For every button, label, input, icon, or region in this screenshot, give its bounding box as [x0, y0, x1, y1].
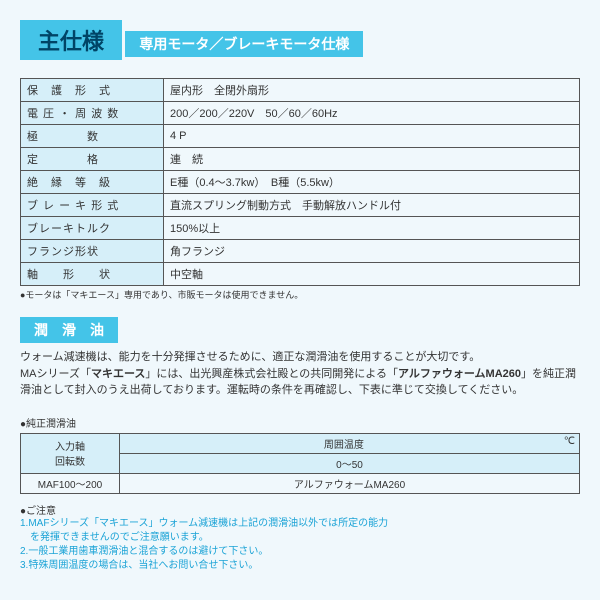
spec-value: 150%以上	[164, 217, 580, 240]
spec-label: 保 護 形 式	[21, 79, 164, 102]
spec-label: 電 圧 ・ 周 波 数	[21, 102, 164, 125]
col2a: 周囲温度	[324, 440, 364, 451]
caution-title: ●ご注意	[20, 502, 580, 517]
intro2a: MAシリーズ「	[20, 368, 91, 380]
spec-row: ブ レ ー キ 形 式直流スプリング制動方式 手動解放ハンドル付	[21, 194, 580, 217]
intro2b: マキエース	[91, 368, 145, 380]
rpm-cell: MAF100～200	[21, 473, 120, 493]
spec-value: 200／200／220V 50／60／60Hz	[164, 102, 580, 125]
spec-row: 定 格連 続	[21, 148, 580, 171]
spec-value: 連 続	[164, 148, 580, 171]
motor-spec-table: 保 護 形 式屋内形 全閉外扇形電 圧 ・ 周 波 数200／200／220V …	[20, 78, 580, 286]
caution-line: を発揮できませんのでご注意願います。	[20, 531, 580, 545]
intro2c: 」には、出光興産株式会社殿との共同開発による「	[145, 368, 398, 380]
motor-heading: 専用モータ／ブレーキモータ仕様	[125, 31, 363, 57]
spec-label: 絶 縁 等 級	[21, 171, 164, 194]
caution-list: 1.MAFシリーズ「マキエース」ウォーム減速機は上記の潤滑油以外では所定の能力 …	[20, 517, 580, 573]
temp-range: 0～50	[120, 453, 580, 473]
spec-value: 屋内形 全閉外扇形	[164, 79, 580, 102]
caution-line: 3.特殊周囲温度の場合は、当社へお問い合せ下さい。	[20, 559, 580, 573]
spec-label: フランジ形状	[21, 240, 164, 263]
page-title: 主仕様	[20, 20, 122, 60]
spec-row: ブレーキトルク150%以上	[21, 217, 580, 240]
spec-label: ブレーキトルク	[21, 217, 164, 240]
caution-line: 2.一般工業用歯車潤滑油と混合するのは避けて下さい。	[20, 545, 580, 559]
lubricant-table: 入力軸 回転数 周囲温度 ℃ 0～50 MAF100～200 アルファウォームM…	[20, 433, 580, 494]
spec-row: フランジ形状角フランジ	[21, 240, 580, 263]
spec-value: 中空軸	[164, 263, 580, 286]
lubricant-table-label: ●純正潤滑油	[20, 415, 580, 430]
col1b: 回転数	[55, 457, 85, 468]
intro-line1: ウォーム減速機は、能力を十分発揮させるために、適正な潤滑油を使用することが大切で…	[20, 351, 480, 363]
spec-label: 定 格	[21, 148, 164, 171]
oil-cell: アルファウォームMA260	[120, 473, 580, 493]
col1a: 入力軸	[55, 442, 85, 453]
spec-value: 直流スプリング制動方式 手動解放ハンドル付	[164, 194, 580, 217]
spec-row: 電 圧 ・ 周 波 数200／200／220V 50／60／60Hz	[21, 102, 580, 125]
spec-label: 極 数	[21, 125, 164, 148]
spec-row: 保 護 形 式屋内形 全閉外扇形	[21, 79, 580, 102]
spec-value: 4 P	[164, 125, 580, 148]
spec-row: 極 数4 P	[21, 125, 580, 148]
lubricant-intro: ウォーム減速機は、能力を十分発揮させるために、適正な潤滑油を使用することが大切で…	[20, 349, 580, 399]
col2b: ℃	[564, 436, 575, 447]
lubricant-heading: 潤 滑 油	[20, 317, 118, 343]
intro2d: アルファウォームMA260	[398, 368, 521, 380]
spec-value: E種（0.4～3.7kw） B種（5.5kw）	[164, 171, 580, 194]
spec-label: 軸 形 状	[21, 263, 164, 286]
motor-note: ●モータは「マキエース」専用であり、市販モータは使用できません。	[20, 288, 580, 301]
spec-value: 角フランジ	[164, 240, 580, 263]
spec-label: ブ レ ー キ 形 式	[21, 194, 164, 217]
caution-line: 1.MAFシリーズ「マキエース」ウォーム減速機は上記の潤滑油以外では所定の能力	[20, 517, 580, 531]
spec-row: 絶 縁 等 級E種（0.4～3.7kw） B種（5.5kw）	[21, 171, 580, 194]
spec-row: 軸 形 状中空軸	[21, 263, 580, 286]
